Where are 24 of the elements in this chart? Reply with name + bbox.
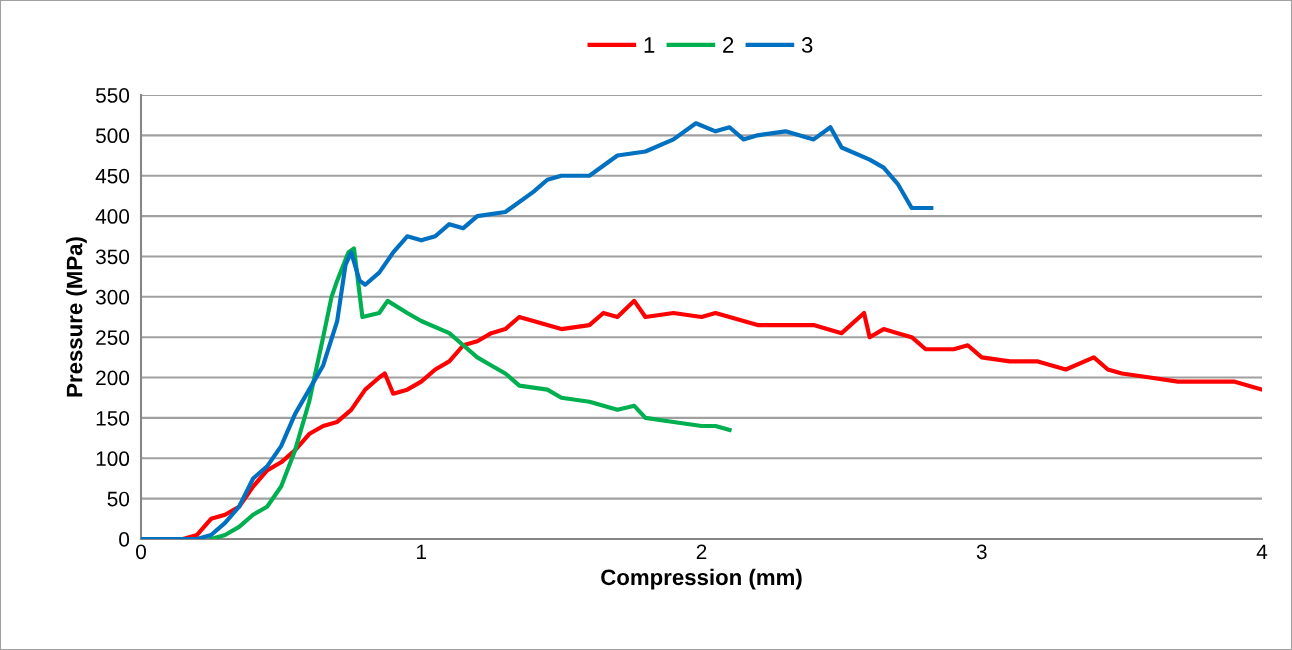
x-axis-title: Compression (mm) (601, 568, 802, 590)
legend-label: 3 (801, 37, 813, 53)
legend-label: 2 (723, 37, 734, 53)
y-tick-label: 0 (119, 532, 130, 547)
y-tick-label: 50 (107, 491, 130, 507)
y-tick-label: 350 (95, 249, 130, 265)
y-tick-label: 200 (96, 370, 130, 386)
line-series (141, 121, 934, 539)
x-tick-label: 2 (696, 544, 707, 559)
y-tick-label: 100 (96, 451, 130, 467)
x-tick-label: 0 (136, 544, 146, 560)
line-series (208, 246, 732, 539)
x-tick-label: 3 (976, 544, 987, 560)
x-tick-label: 4 (1256, 544, 1268, 559)
y-axis-title: Pressure (MPa) (66, 237, 87, 397)
y-tick-label: 250 (96, 330, 130, 345)
y-tick-label: 500 (95, 128, 130, 144)
y-tick-label: 150 (96, 410, 130, 426)
y-tick-label: 300 (95, 289, 130, 305)
legend-label: 1 (644, 37, 655, 53)
y-tick-label: 550 (95, 88, 130, 103)
x-tick-label: 1 (417, 544, 427, 559)
y-tick-label: 400 (95, 209, 130, 224)
y-tick-label: 450 (95, 168, 130, 184)
